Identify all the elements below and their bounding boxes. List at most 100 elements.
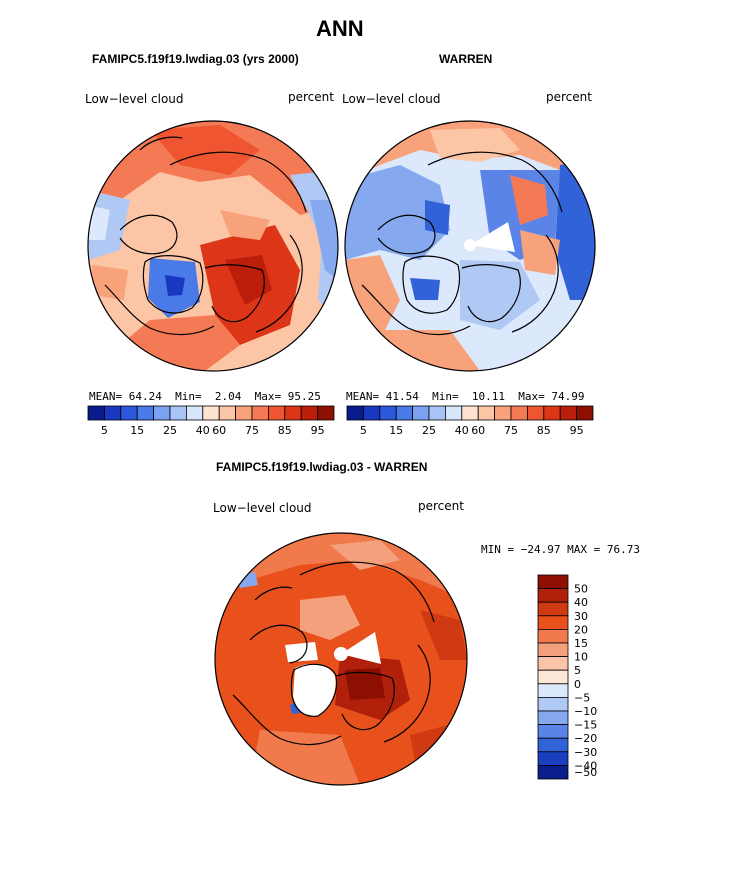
colorbar-tick-label: −30 [574, 746, 597, 759]
colorbar-box [235, 405, 253, 421]
colorbar-box [537, 669, 569, 685]
colorbar-box [362, 405, 381, 421]
map-diff [214, 532, 468, 786]
colorbar-box [346, 405, 364, 421]
colorbar-box [537, 642, 569, 658]
colorbar-tick-label: 20 [574, 623, 588, 636]
colorbar-box [444, 405, 463, 421]
colorbar-tick-label: 0 [574, 678, 581, 691]
page-title: ANN [316, 16, 364, 41]
colorbar-box [537, 751, 569, 766]
map-right [344, 120, 596, 372]
colorbar-tick-label: 10 [574, 651, 588, 664]
colorbar-tick-label: 95 [311, 424, 325, 437]
colorbar-box [185, 405, 204, 421]
left-min-value: 2.04 [214, 390, 242, 403]
right-min-label: Min= [432, 390, 459, 403]
colorbar-box [104, 405, 122, 421]
colorbar-tick-label: 5 [101, 424, 108, 437]
colorbar-tick-label: 40 [574, 596, 588, 609]
colorbar-box [537, 629, 569, 644]
diff-units-label: percent [418, 499, 464, 513]
diff-stats: MIN = −24.97 MAX = 76.73 [481, 543, 640, 556]
diff-case-title: FAMIPC5.f19f19.lwdiag.03 - WARREN [216, 460, 428, 474]
colorbar-tick-label: −15 [574, 719, 597, 732]
colorbar-tick-label: −20 [574, 732, 597, 745]
colorbar-tick-label: 25 [422, 424, 436, 437]
colorbar-box [576, 405, 594, 421]
colorbar-box [120, 405, 138, 421]
colorbar-tick-label: 75 [245, 424, 259, 437]
left-case-title: FAMIPC5.f19f19.lwdiag.03 (yrs 2000) [92, 52, 299, 66]
colorbar-box [494, 405, 512, 421]
colorbar-box [317, 405, 335, 421]
colorbar-tick-label: −50 [574, 766, 597, 779]
colorbar-box [284, 405, 302, 421]
colorbar-tick-label: 30 [574, 610, 588, 623]
colorbar-box [136, 405, 154, 421]
colorbar-box [537, 574, 569, 590]
right-max-label: Max= [518, 390, 545, 403]
map-left [87, 120, 339, 372]
right-mean-label: MEAN= [346, 390, 380, 403]
left-stats: MEAN= 64.24 Min= 2.04 Max= 95.25 [89, 390, 321, 403]
colorbar-box [537, 710, 569, 726]
colorbar-box [412, 405, 430, 421]
colorbar-tick-label: −5 [574, 691, 590, 704]
colorbar-tick-label: 5 [360, 424, 367, 437]
colorbar-tick-label: 95 [570, 424, 584, 437]
colorbar-tick-label: 40 [455, 424, 469, 437]
colorbar-box [537, 683, 569, 698]
colorbar-box [537, 601, 569, 617]
colorbar-box [300, 405, 319, 421]
colorbar-left: 5 15 25 40 60 75 85 95 [87, 405, 335, 437]
left-field-label: Low−level cloud [85, 92, 184, 106]
colorbar-tick-label: 15 [389, 424, 403, 437]
colorbar-box [379, 405, 397, 421]
colorbar-box [169, 405, 187, 421]
colorbar-tick-label: 85 [537, 424, 551, 437]
colorbar-right: 5 15 25 40 60 75 85 95 [346, 405, 594, 437]
colorbar-box [395, 405, 414, 421]
left-units-label: percent [288, 90, 334, 104]
left-max-value: 95.25 [287, 390, 321, 403]
colorbar-box [543, 405, 561, 421]
colorbar-box [537, 724, 569, 739]
colorbar-tick-label: 50 [574, 583, 588, 596]
colorbar-box [251, 405, 269, 421]
colorbar-box [461, 405, 479, 421]
right-units-label: percent [546, 90, 592, 104]
colorbar-box [537, 656, 569, 671]
colorbar-tick-label: 85 [278, 424, 292, 437]
colorbar-box [537, 765, 569, 780]
left-min-label: Min= [175, 390, 202, 403]
colorbar-box [218, 405, 236, 421]
colorbar-box [87, 405, 105, 421]
colorbar-tick-label: 40 [196, 424, 210, 437]
right-stats: MEAN= 41.54 Min= 10.11 Max= 74.99 [346, 390, 585, 403]
left-mean-value: 64.24 [128, 390, 162, 403]
colorbar-tick-label: 60 [471, 424, 485, 437]
colorbar-tick-label: 25 [163, 424, 177, 437]
colorbar-tick-label: 60 [212, 424, 226, 437]
colorbar-box [153, 405, 171, 421]
colorbar-box [428, 405, 446, 421]
colorbar-tick-label: −40 [574, 759, 597, 772]
colorbar-box [537, 737, 569, 753]
colorbar-box [527, 405, 545, 421]
left-max-label: Max= [254, 390, 282, 403]
left-mean-label: MEAN= [89, 390, 123, 403]
right-mean-value: 41.54 [385, 390, 419, 403]
diff-field-label: Low−level cloud [213, 501, 312, 515]
right-min-value: 10.11 [471, 390, 505, 403]
colorbar-box [477, 405, 496, 421]
colorbar-tick-label: −10 [574, 705, 597, 718]
right-max-value: 74.99 [551, 390, 585, 403]
colorbar-tick-label: 15 [574, 637, 588, 650]
colorbar-box [537, 697, 569, 712]
colorbar-tick-label: 75 [504, 424, 518, 437]
colorbar-box [202, 405, 220, 421]
right-case-title: WARREN [439, 52, 493, 66]
